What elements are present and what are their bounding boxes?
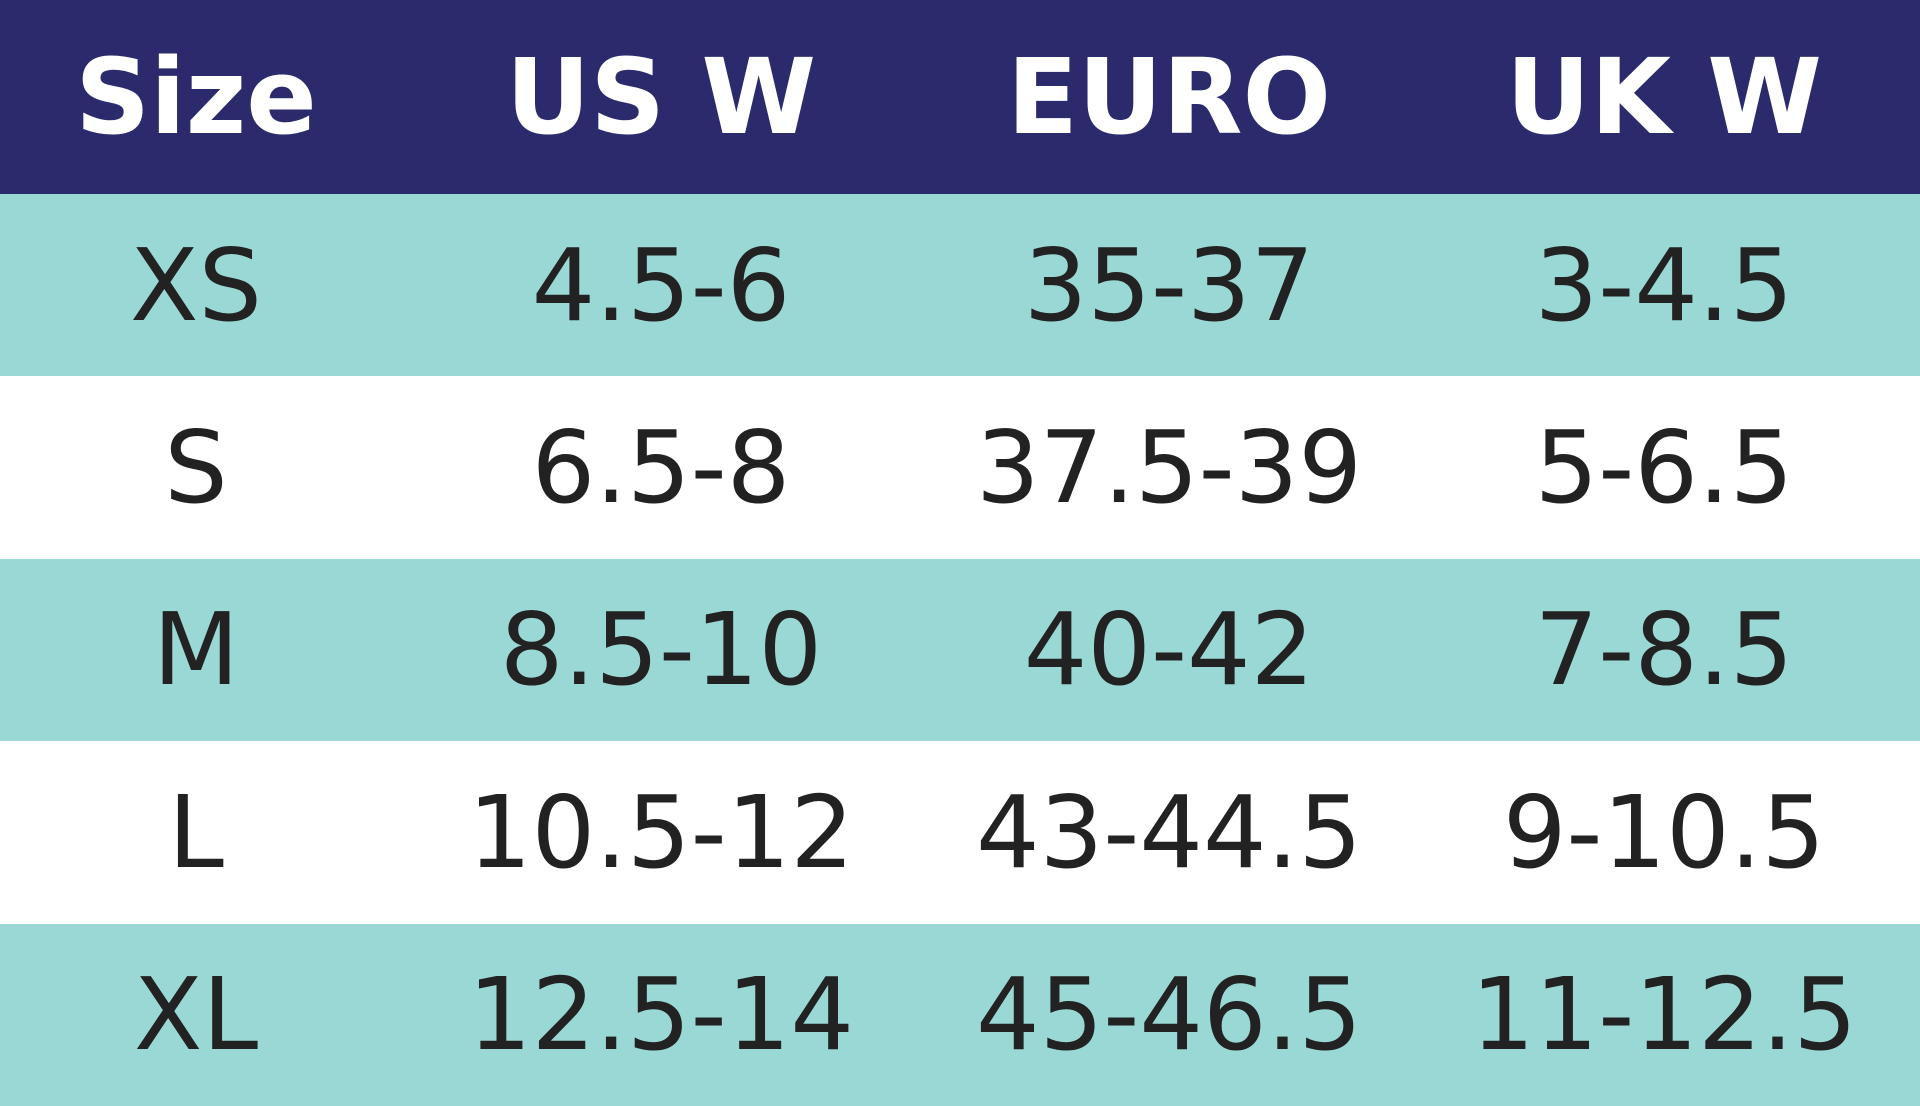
table-cell: 3-4.5 [1534,226,1794,344]
table-cell: 43-44.5 [976,773,1362,891]
column-header: EURO [1007,36,1331,158]
header-row: Size US W EURO UK W [0,0,1920,194]
table-cell: 37.5-39 [976,409,1362,527]
table-cell: XS [130,226,262,344]
table-row: S 6.5-8 37.5-39 5-6.5 [0,376,1920,559]
table-row: M 8.5-10 40-42 7-8.5 [0,558,1920,742]
column-header: US W [505,36,817,158]
table-cell: 45-46.5 [976,956,1362,1074]
table-cell: 10.5-12 [468,773,854,891]
table-cell: 5-6.5 [1534,409,1794,527]
table-cell: M [152,591,240,709]
table-cell: XL [133,956,259,1074]
table-row: XS 4.5-6 35-37 3-4.5 [0,194,1920,377]
column-header: UK W [1506,36,1822,158]
table-cell: 6.5-8 [531,409,791,527]
table-cell: 12.5-14 [468,956,854,1074]
table-cell: 9-10.5 [1502,773,1826,891]
table-cell: 35-37 [1023,226,1315,344]
table-cell: 11-12.5 [1471,956,1857,1074]
table-cell: S [164,409,228,527]
table-row: XL 12.5-14 45-46.5 11-12.5 [0,923,1920,1106]
table-cell: 8.5-10 [499,591,823,709]
table-cell: 4.5-6 [531,226,791,344]
table-cell: L [168,773,224,891]
column-header: Size [75,36,317,158]
table-row: L 10.5-12 43-44.5 9-10.5 [0,741,1920,924]
table-cell: 40-42 [1023,591,1315,709]
table-cell: 7-8.5 [1534,591,1794,709]
